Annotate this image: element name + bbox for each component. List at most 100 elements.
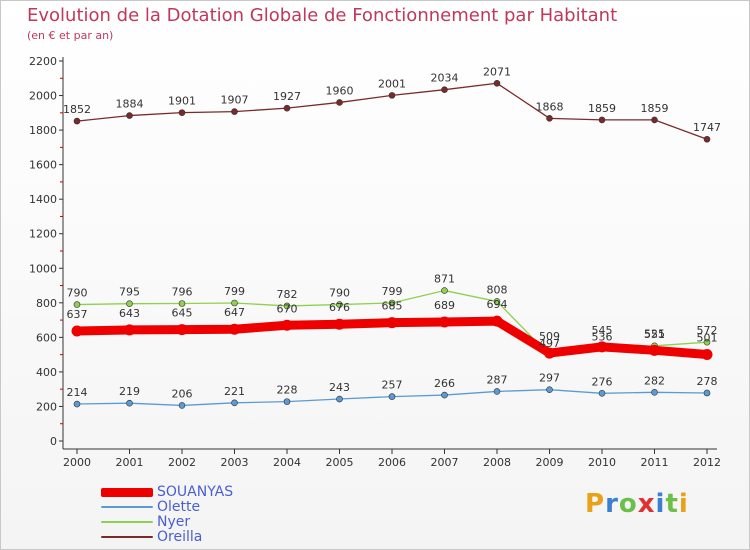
- x-tick-label: 2002: [168, 456, 196, 469]
- data-point-souanyas: [491, 315, 503, 327]
- data-label-souanyas: 637: [67, 308, 88, 321]
- data-point-olette: [336, 395, 343, 403]
- data-label-souanyas: 689: [434, 299, 455, 312]
- logo-letter: i: [655, 489, 666, 519]
- data-point-souanyas: [544, 347, 555, 359]
- data-label-oreilla: 1901: [168, 95, 196, 108]
- data-label-olette: 214: [67, 386, 88, 399]
- data-label-oreilla: 1747: [693, 121, 721, 134]
- data-label-olette: 221: [224, 385, 245, 398]
- data-point-souanyas: [281, 319, 293, 331]
- data-point-olette: [388, 393, 396, 400]
- chart-subtitle: (en € et par an): [27, 29, 114, 42]
- data-point-olette: [493, 388, 501, 395]
- logo-letter: i: [678, 489, 689, 519]
- legend-swatch: [101, 506, 153, 508]
- data-point-oreilla: [336, 99, 343, 106]
- y-tick-label: 2200: [29, 55, 57, 68]
- data-point-olette: [231, 399, 238, 407]
- data-label-olette: 282: [644, 374, 665, 387]
- data-label-nyer: 808: [487, 283, 508, 296]
- series-layer: [71, 79, 713, 409]
- logo-letter: x: [637, 489, 656, 519]
- x-tick-label: 2010: [588, 456, 616, 469]
- x-tick-label: 2008: [483, 456, 511, 469]
- data-label-olette: 266: [434, 377, 455, 390]
- y-tick-label: 0: [50, 435, 57, 448]
- data-label-souanyas: 501: [697, 331, 718, 344]
- data-point-oreilla: [73, 117, 81, 125]
- data-labels: 1852 1884 1901 1907 1927 1960 2001 2034 2071 1868…: [63, 65, 721, 400]
- legend-label: Nyer: [157, 514, 191, 530]
- data-point-oreilla: [703, 135, 711, 143]
- data-label-souanyas: 525: [644, 327, 665, 340]
- logo-letter: t: [665, 489, 679, 519]
- data-point-oreilla: [441, 86, 448, 93]
- y-tick-label: 1600: [29, 159, 57, 172]
- data-label-nyer: 536: [592, 330, 613, 343]
- data-point-olette: [441, 391, 448, 399]
- data-label-oreilla: 2034: [431, 72, 459, 85]
- data-label-souanyas: 647: [224, 306, 245, 319]
- data-point-souanyas: [596, 341, 608, 353]
- data-point-olette: [598, 390, 606, 397]
- data-label-nyer: 790: [329, 287, 350, 300]
- data-point-nyer: [336, 301, 343, 308]
- data-label-nyer: 572: [697, 324, 718, 337]
- x-tick-label: 2009: [536, 456, 564, 469]
- data-label-nyer: 796: [172, 286, 193, 299]
- data-point-souanyas: [124, 324, 135, 336]
- data-point-nyer: [703, 338, 711, 346]
- legend-label: Oreilla: [157, 529, 203, 545]
- data-label-oreilla: 1960: [326, 84, 354, 97]
- data-label-souanyas: 670: [277, 302, 298, 315]
- data-point-olette: [651, 388, 658, 396]
- data-label-oreilla: 1927: [273, 90, 301, 103]
- axes: 0 200 400 600 800 1000 1200 1400 1600 1800 2000 220…: [29, 55, 721, 469]
- data-point-oreilla: [546, 115, 553, 122]
- data-label-olette: 278: [697, 375, 718, 388]
- data-label-souanyas: 545: [592, 324, 613, 337]
- data-point-oreilla: [231, 108, 238, 115]
- chart-title: Evolution de la Dotation Globale de Fonc…: [27, 5, 618, 26]
- data-label-souanyas: 509: [539, 330, 560, 343]
- data-label-oreilla: 1859: [588, 102, 616, 115]
- data-label-nyer: 799: [382, 285, 403, 298]
- data-point-souanyas: [176, 324, 188, 336]
- data-label-souanyas: 685: [382, 300, 403, 313]
- data-point-olette: [283, 398, 291, 405]
- x-tick-label: 2006: [378, 456, 406, 469]
- data-label-nyer: 497: [539, 337, 560, 350]
- data-label-olette: 243: [329, 381, 350, 394]
- data-label-oreilla: 1884: [116, 98, 144, 111]
- data-label-olette: 206: [172, 387, 193, 400]
- x-tick-label: 2000: [63, 456, 91, 469]
- data-label-souanyas: 643: [119, 307, 140, 320]
- data-label-nyer: 795: [119, 286, 140, 299]
- data-label-oreilla: 1868: [536, 100, 564, 113]
- legend-label: SOUANYAS: [157, 484, 234, 500]
- x-tick-label: 2012: [693, 456, 721, 469]
- data-label-nyer: 871: [434, 273, 455, 286]
- data-label-oreilla: 2001: [378, 77, 406, 90]
- logo-letter: P: [585, 489, 606, 519]
- data-label-olette: 219: [119, 385, 140, 398]
- data-label-nyer: 782: [277, 288, 298, 301]
- data-label-nyer: 551: [644, 328, 665, 341]
- data-point-nyer: [178, 300, 186, 307]
- y-tick-label: 600: [36, 331, 57, 344]
- legend-label: Olette: [157, 499, 201, 515]
- data-point-souanyas: [386, 317, 398, 329]
- x-tick-label: 2004: [273, 456, 301, 469]
- data-point-olette: [703, 389, 711, 397]
- x-tick-label: 2007: [431, 456, 459, 469]
- data-point-nyer: [388, 299, 396, 307]
- data-point-nyer: [283, 302, 291, 310]
- y-tick-label: 1000: [29, 262, 57, 275]
- data-point-oreilla: [493, 79, 501, 87]
- data-label-nyer: 799: [224, 285, 245, 298]
- data-point-souanyas: [71, 325, 83, 337]
- y-tick-label: 800: [36, 297, 57, 310]
